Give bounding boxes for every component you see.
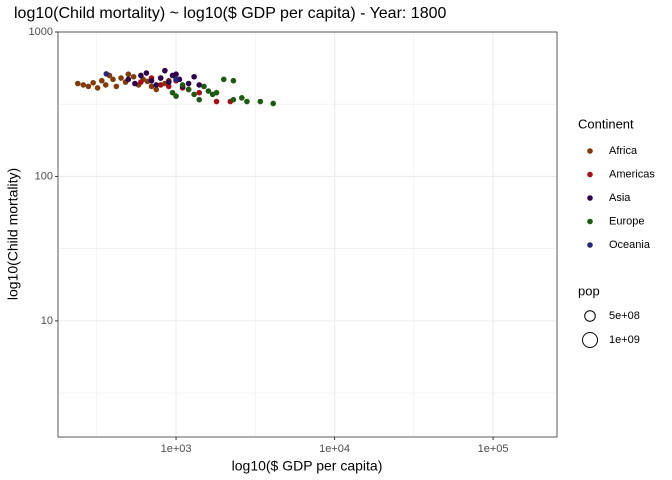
panel — [58, 32, 557, 437]
size-legend-marker — [582, 332, 598, 348]
point — [270, 100, 276, 107]
point — [98, 77, 105, 84]
point — [138, 72, 144, 79]
x-tick-label: 1e+05 — [478, 443, 509, 455]
point — [230, 77, 237, 84]
point — [90, 79, 96, 86]
legend-marker — [587, 171, 593, 178]
point — [179, 82, 186, 88]
point — [185, 80, 192, 87]
point — [85, 83, 92, 90]
y-axis-title: log10(Child mortality) — [5, 168, 21, 300]
point — [169, 89, 176, 96]
point — [213, 98, 220, 105]
point — [153, 82, 160, 88]
point — [148, 77, 155, 84]
legend-label: Asia — [609, 192, 631, 204]
point — [173, 93, 179, 99]
point — [130, 73, 137, 80]
point — [201, 83, 207, 90]
size-legend-title: pop — [578, 283, 600, 298]
point — [113, 83, 120, 90]
size-legend-label: 1e+09 — [609, 334, 640, 346]
point — [196, 96, 203, 103]
point — [185, 86, 192, 93]
point — [191, 91, 197, 98]
point — [148, 83, 155, 90]
legend-marker — [587, 148, 593, 154]
legend-label: Oceania — [609, 239, 651, 251]
point — [102, 82, 109, 88]
point — [94, 85, 101, 91]
y-tick-label: 100 — [35, 170, 53, 182]
x-tick-label: 1e+04 — [319, 443, 350, 455]
point — [138, 79, 144, 85]
point — [118, 75, 124, 81]
x-axis-title: log10($ GDP per capita) — [232, 458, 383, 474]
point — [103, 71, 110, 77]
panel-border — [57, 31, 558, 438]
point — [173, 76, 179, 83]
point — [125, 76, 132, 83]
point — [257, 98, 264, 105]
legend-title: Continent — [578, 116, 634, 131]
point — [162, 67, 168, 74]
point — [110, 76, 116, 83]
point — [80, 82, 87, 88]
point — [157, 75, 164, 81]
size-legend-label: 5e+08 — [609, 310, 640, 322]
point — [220, 76, 227, 83]
point — [244, 98, 250, 105]
point — [166, 79, 172, 85]
point — [205, 88, 212, 94]
legend-label: Americas — [609, 168, 655, 180]
point — [239, 95, 245, 101]
point — [143, 70, 150, 76]
legend-label: Africa — [609, 145, 638, 157]
legend-marker — [587, 195, 593, 201]
point — [153, 86, 160, 93]
y-tick-label: 10 — [41, 315, 53, 327]
point — [230, 96, 237, 103]
point — [213, 89, 220, 96]
point — [196, 89, 203, 96]
point — [157, 82, 164, 88]
legend-marker — [587, 242, 593, 248]
point — [132, 80, 138, 87]
point — [196, 82, 203, 88]
point — [75, 80, 81, 87]
point — [166, 83, 172, 90]
legend-label: Europe — [609, 215, 644, 227]
size-legend-marker — [584, 310, 596, 322]
point — [173, 71, 179, 78]
x-tick-label: 1e+03 — [161, 443, 192, 455]
point — [191, 73, 197, 80]
y-tick-label: 1000 — [29, 26, 53, 38]
legend-marker — [587, 218, 593, 225]
chart-title: log10(Child mortality) ~ log10($ GDP per… — [14, 5, 446, 22]
point — [125, 71, 132, 78]
